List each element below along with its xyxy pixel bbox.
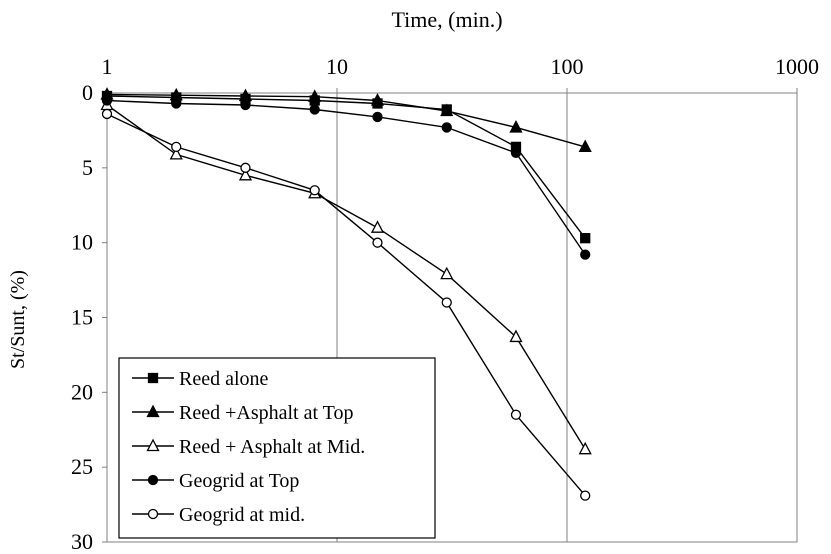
series-4 xyxy=(101,95,591,260)
data-point xyxy=(510,409,522,420)
series-layer xyxy=(100,87,592,501)
data-point xyxy=(308,89,322,102)
data-point xyxy=(309,185,320,196)
y-tick-label: 0 xyxy=(82,80,93,105)
data-point xyxy=(171,141,182,153)
legend-marker xyxy=(147,508,159,520)
legend-box xyxy=(118,357,436,539)
legend-item: Geogrid at mid. xyxy=(132,504,305,526)
data-point xyxy=(101,95,113,106)
y-tick-label: 30 xyxy=(71,529,93,554)
data-point xyxy=(440,266,454,280)
data-point xyxy=(370,93,385,106)
legend-item: Reed + Asphalt at Mid. xyxy=(132,436,365,458)
x-tick-label: 1 xyxy=(102,54,113,79)
y-tick-label: 20 xyxy=(71,379,93,404)
data-point xyxy=(372,237,383,248)
legend-marker xyxy=(146,404,160,418)
data-point xyxy=(240,162,251,173)
legend-label: Reed + Asphalt at Mid. xyxy=(179,436,365,458)
data-point xyxy=(578,139,592,153)
data-point xyxy=(580,233,591,244)
legend-label: Reed +Asphalt at Top xyxy=(179,402,353,424)
series-line xyxy=(106,99,586,255)
data-point xyxy=(240,99,251,111)
data-point xyxy=(171,98,182,109)
legend-marker xyxy=(147,372,159,384)
legend-marker xyxy=(146,438,160,452)
data-point xyxy=(578,441,592,455)
legend: Reed alone Reed +Asphalt at Top Reed + Asp… xyxy=(118,357,436,539)
series-line xyxy=(106,95,586,239)
data-point xyxy=(370,220,385,233)
legend-label: Geogrid at Top xyxy=(179,470,299,492)
y-tick-label: 5 xyxy=(82,155,93,180)
data-point xyxy=(580,249,591,260)
legend-label: Geogrid at mid. xyxy=(179,504,305,526)
legend-item: Reed alone xyxy=(132,368,269,390)
data-point xyxy=(309,104,320,115)
data-point xyxy=(509,329,523,343)
series-line xyxy=(106,113,586,497)
legend-label: Reed alone xyxy=(179,368,269,390)
data-point xyxy=(101,108,113,120)
x-tick-label: 10 xyxy=(326,54,348,79)
series-line xyxy=(106,93,586,148)
x-axis-title: Time, (min.) xyxy=(391,7,502,32)
data-point xyxy=(169,146,183,160)
y-tick-label: 10 xyxy=(71,230,93,255)
data-point xyxy=(441,122,452,133)
legend-marker xyxy=(147,474,159,486)
axes: 1 10 100 1000 0 5 10 15 20 25 30 xyxy=(71,54,819,554)
legend-item: Reed +Asphalt at Top xyxy=(132,402,353,424)
y-tick-label: 25 xyxy=(71,454,93,479)
data-point xyxy=(372,111,383,123)
series-line xyxy=(106,104,586,450)
y-tick-label: 15 xyxy=(71,305,93,330)
data-point xyxy=(441,297,452,308)
y-axis-title: St/Sunt, (%) xyxy=(7,270,29,369)
x-tick-label: 1000 xyxy=(775,54,819,79)
legend-item: Geogrid at Top xyxy=(132,470,299,492)
data-point xyxy=(509,120,523,133)
data-point xyxy=(440,103,454,117)
data-point xyxy=(510,147,522,159)
x-tick-label: 100 xyxy=(551,54,584,79)
data-point xyxy=(238,167,253,181)
data-point xyxy=(580,490,591,501)
series-5 xyxy=(101,108,591,501)
